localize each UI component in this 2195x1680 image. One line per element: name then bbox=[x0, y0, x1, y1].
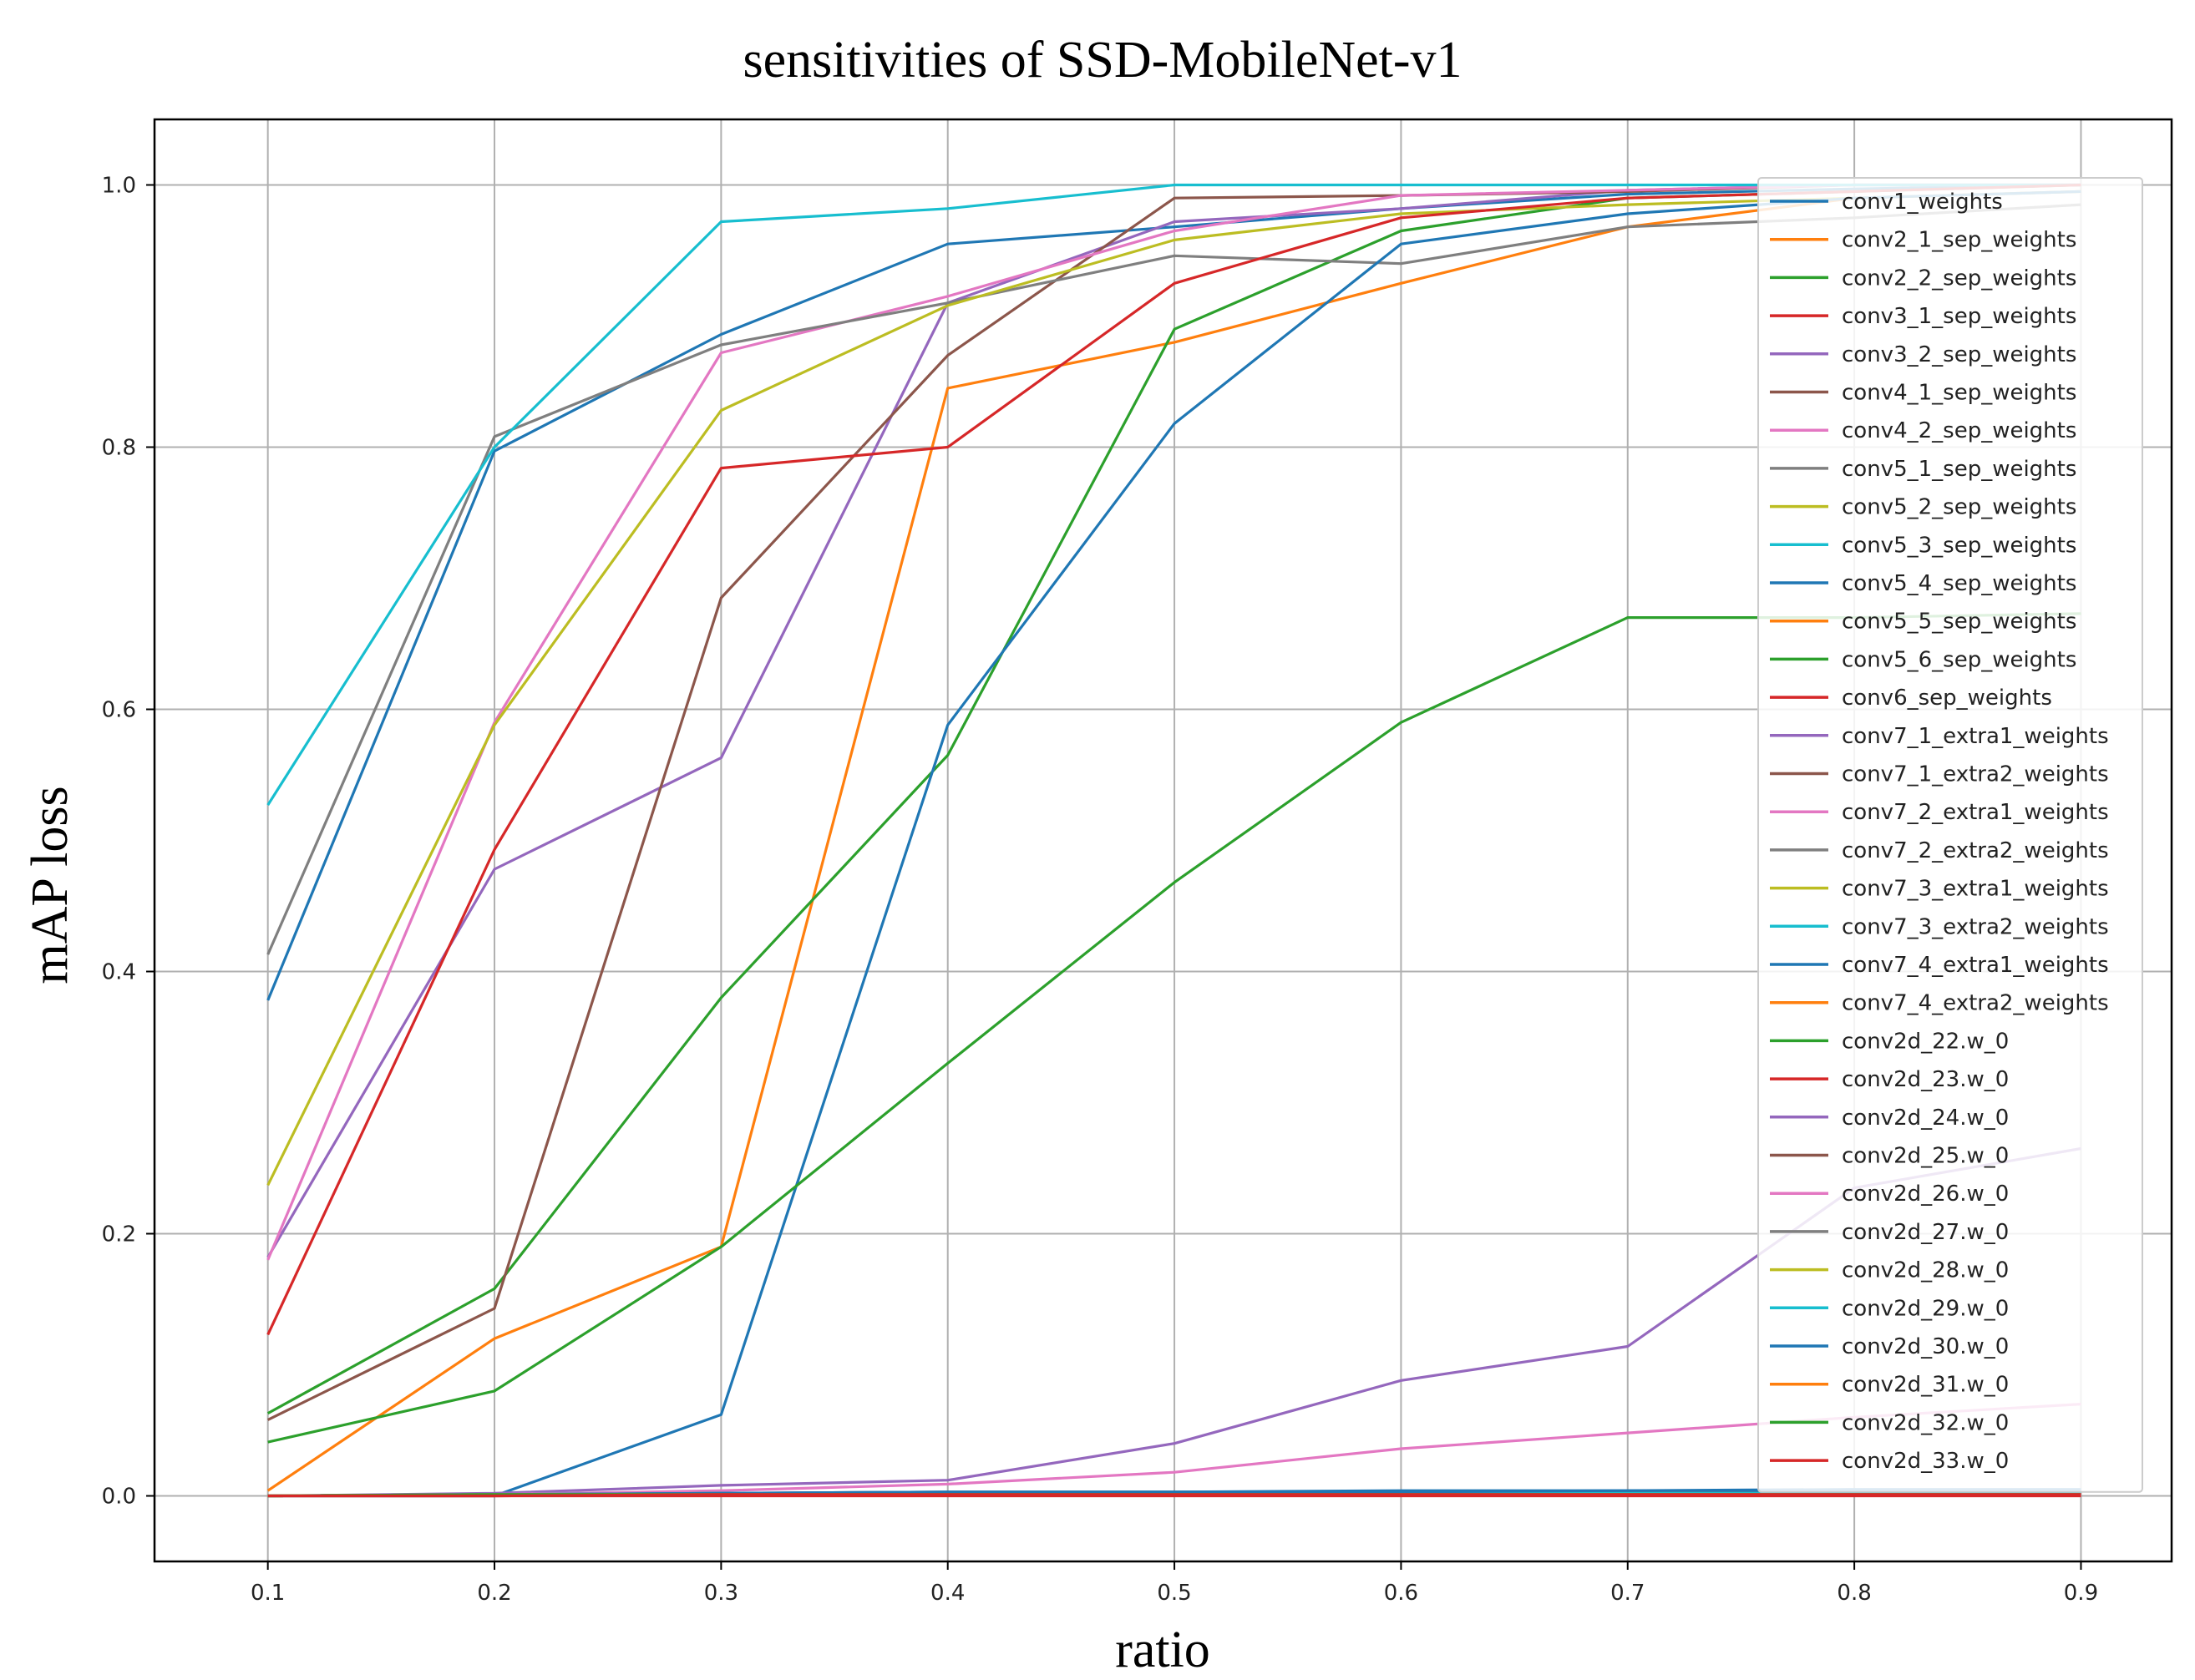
legend-label: conv7_1_extra1_weights bbox=[1842, 724, 2109, 749]
x-tick-label: 0.9 bbox=[2064, 1581, 2098, 1606]
legend-label: conv2d_30.w_0 bbox=[1842, 1334, 2009, 1359]
legend-label: conv2d_32.w_0 bbox=[1842, 1410, 2009, 1435]
legend-label: conv2d_24.w_0 bbox=[1842, 1106, 2009, 1131]
legend-label: conv5_4_sep_weights bbox=[1842, 571, 2076, 596]
legend-label: conv2d_25.w_0 bbox=[1842, 1144, 2009, 1169]
legend-label: conv7_4_extra2_weights bbox=[1842, 991, 2109, 1016]
legend-label: conv1_weights bbox=[1842, 190, 2003, 215]
y-tick-label: 0.2 bbox=[102, 1222, 136, 1247]
x-tick-label: 0.6 bbox=[1384, 1581, 1418, 1606]
legend-label: conv3_2_sep_weights bbox=[1842, 342, 2076, 367]
legend-label: conv5_5_sep_weights bbox=[1842, 610, 2076, 635]
legend-label: conv2d_26.w_0 bbox=[1842, 1182, 2009, 1207]
y-tick-label: 0.0 bbox=[102, 1485, 136, 1510]
legend-label: conv2_1_sep_weights bbox=[1842, 228, 2076, 253]
x-tick-label: 0.2 bbox=[477, 1581, 511, 1606]
legend-label: conv7_2_extra1_weights bbox=[1842, 800, 2109, 825]
legend-label: conv2d_29.w_0 bbox=[1842, 1296, 2009, 1321]
x-tick-label: 0.1 bbox=[251, 1581, 285, 1606]
y-axis-label: mAP loss bbox=[22, 786, 79, 984]
legend-label: conv5_6_sep_weights bbox=[1842, 647, 2076, 672]
series-line-conv2d-33-w-0 bbox=[267, 1493, 2081, 1498]
x-tick-label: 0.3 bbox=[704, 1581, 738, 1606]
legend-label: conv2d_28.w_0 bbox=[1842, 1258, 2009, 1283]
legend-label: conv7_2_extra2_weights bbox=[1842, 838, 2109, 863]
legend: conv1_weights conv2_1_sep_weights conv2_2_… bbox=[1757, 177, 2143, 1493]
x-tick-label: 0.5 bbox=[1157, 1581, 1191, 1606]
legend-label: conv2d_31.w_0 bbox=[1842, 1373, 2009, 1398]
x-tick-label: 0.7 bbox=[1610, 1581, 1645, 1606]
y-tick-label: 1.0 bbox=[102, 174, 136, 199]
x-tick-label: 0.8 bbox=[1837, 1581, 1871, 1606]
plot-frame bbox=[153, 118, 2173, 1563]
x-tick-label: 0.4 bbox=[930, 1581, 965, 1606]
x-axis-label: ratio bbox=[1115, 1622, 1210, 1678]
legend-label: conv7_3_extra1_weights bbox=[1842, 877, 2109, 902]
legend-label: conv5_1_sep_weights bbox=[1842, 457, 2076, 482]
legend-label: conv2d_22.w_0 bbox=[1842, 1029, 2009, 1054]
axis-ticks: 0.1 0.2 0.3 0.4 0.5 0.6 0.7 0.8 0.9 0.0 0.2 0.4 0.6 0… bbox=[102, 174, 2098, 1607]
legend-label: conv4_1_sep_weights bbox=[1842, 381, 2076, 406]
y-tick-label: 0.8 bbox=[102, 436, 136, 461]
legend-label: conv2_2_sep_weights bbox=[1842, 266, 2076, 291]
legend-label: conv2d_27.w_0 bbox=[1842, 1220, 2009, 1245]
legend-label: conv7_3_extra2_weights bbox=[1842, 914, 2109, 939]
legend-label: conv7_4_extra1_weights bbox=[1842, 953, 2109, 978]
legend-label: conv2d_33.w_0 bbox=[1842, 1449, 2009, 1474]
legend-label: conv5_2_sep_weights bbox=[1842, 495, 2076, 520]
legend-label: conv7_1_extra2_weights bbox=[1842, 762, 2109, 787]
legend-label: conv2d_23.w_0 bbox=[1842, 1067, 2009, 1092]
legend-label: conv6_sep_weights bbox=[1842, 686, 2052, 711]
y-tick-label: 0.6 bbox=[102, 698, 136, 723]
legend-label: conv4_2_sep_weights bbox=[1842, 418, 2076, 443]
legend-box bbox=[1757, 177, 2143, 1493]
legend-label: conv3_1_sep_weights bbox=[1842, 304, 2076, 329]
legend-label: conv5_3_sep_weights bbox=[1842, 533, 2076, 558]
chart-title: sensitivities of SSD-MobileNet-v1 bbox=[743, 32, 1462, 89]
y-tick-label: 0.4 bbox=[102, 960, 136, 985]
